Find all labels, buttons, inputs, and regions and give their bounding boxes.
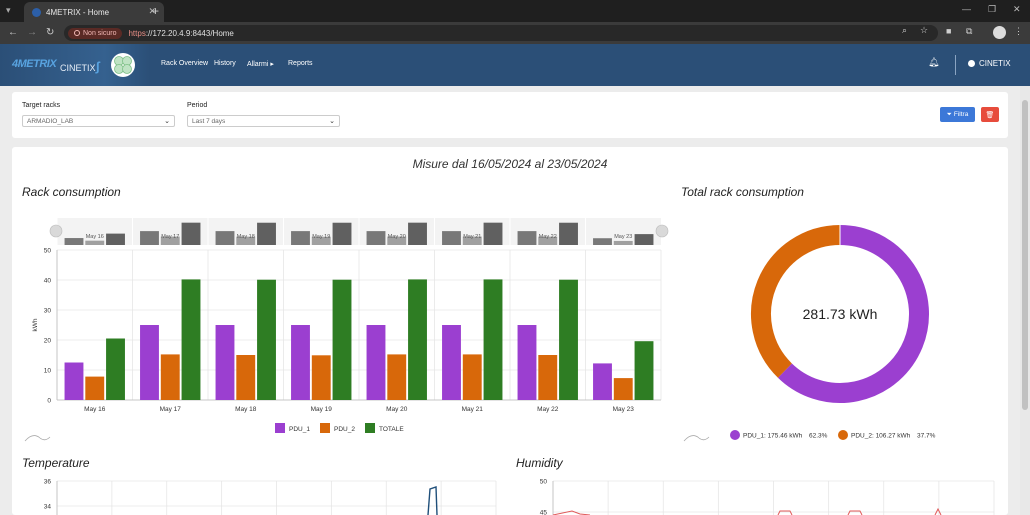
temperature-title: Temperature — [22, 456, 90, 470]
bell-icon[interactable]: 🔔︎ — [928, 57, 940, 67]
chevron-right-icon: ▸ — [270, 61, 274, 68]
forward-icon[interactable]: → — [27, 27, 37, 38]
url-rest: ://172.20.4.9:8443/Home — [145, 28, 234, 38]
favicon-icon — [32, 7, 41, 17]
user-icon — [968, 60, 975, 67]
profile-avatar[interactable] — [993, 26, 1006, 39]
extensions-puzzle-icon[interactable]: ⧉ — [966, 26, 973, 36]
close-tab-icon[interactable]: ✕ — [148, 6, 156, 16]
filter-button[interactable]: ⏷ Filtra — [940, 107, 975, 122]
new-tab-icon[interactable]: + — [152, 4, 160, 18]
url-scheme: https — [128, 28, 146, 38]
chevron-down-icon: ⌄ — [164, 118, 170, 125]
chevron-down-icon: ⌄ — [329, 118, 335, 125]
filter-icon: ⏷ — [946, 110, 952, 118]
reload-icon[interactable]: ↻ — [46, 27, 55, 38]
bookmark-star-icon[interactable]: ☆ — [920, 25, 929, 35]
tab-search-icon[interactable]: ▾ — [6, 5, 11, 15]
browser-tabbar: ▾ 4METRIX - Home ✕ + — ❐ ✕ — [0, 0, 1030, 22]
menu-rack-overview[interactable]: Rack Overview — [161, 60, 209, 67]
back-icon[interactable]: ← — [8, 27, 18, 38]
trash-icon: 🗑︎ — [985, 111, 995, 119]
warning-icon — [74, 30, 80, 36]
browser-toolbar: ← → ↻ Non sicuro https://172.20.4.9:8443… — [0, 22, 1030, 44]
browser-menu-icon[interactable]: ⋮ — [1014, 26, 1023, 36]
total-consumption-title: Total rack consumption — [681, 185, 804, 199]
menu-allarmi[interactable]: Allarmi ▸ — [247, 61, 274, 68]
menu-history[interactable]: History — [214, 60, 236, 67]
target-racks-label: Target racks — [22, 102, 61, 109]
user-menu[interactable]: CINETIX — [968, 59, 1011, 68]
filter-card — [12, 92, 1008, 138]
scrollbar-thumb[interactable] — [1022, 100, 1028, 410]
menu-reports[interactable]: Reports — [288, 60, 313, 67]
zoom-icon[interactable]: ⌕ — [902, 25, 908, 35]
page-scrollbar[interactable] — [1020, 86, 1030, 515]
security-badge[interactable]: Non sicuro — [68, 27, 123, 39]
period-label: Period — [187, 102, 208, 109]
logo-area: 4METRIX CINETIXʃ — [0, 44, 150, 86]
rack-consumption-title: Rack consumption — [22, 185, 121, 199]
url-text[interactable]: https://172.20.4.9:8443/Home — [128, 29, 233, 38]
humidity-title: Humidity — [516, 456, 563, 470]
period-select[interactable]: Last 7 days ⌄ — [187, 115, 340, 127]
header-divider — [955, 55, 956, 75]
minimize-icon[interactable]: — — [962, 4, 971, 14]
restore-icon[interactable]: ❐ — [988, 4, 997, 14]
window-close-icon[interactable]: ✕ — [1013, 4, 1021, 14]
target-racks-select[interactable]: ARMADIO_LAB ⌄ — [22, 115, 175, 127]
extension-icon[interactable]: ■ — [946, 26, 952, 36]
app-header: 4METRIX CINETIXʃ Rack Overview History A… — [0, 44, 1030, 86]
partner-logo: CINETIXʃ — [60, 59, 100, 74]
address-bar[interactable]: Non sicuro https://172.20.4.9:8443/Home — [64, 25, 938, 41]
measure-period-title: Misure dal 16/05/2024 al 23/05/2024 — [412, 157, 608, 171]
app-logo[interactable]: 4METRIX — [12, 58, 57, 70]
tab-title: 4METRIX - Home — [46, 7, 110, 17]
browser-tab[interactable]: 4METRIX - Home ✕ — [24, 2, 164, 22]
main-card — [12, 147, 1008, 515]
clover-logo-icon — [111, 53, 135, 77]
delete-button[interactable]: 🗑︎ — [981, 107, 999, 122]
